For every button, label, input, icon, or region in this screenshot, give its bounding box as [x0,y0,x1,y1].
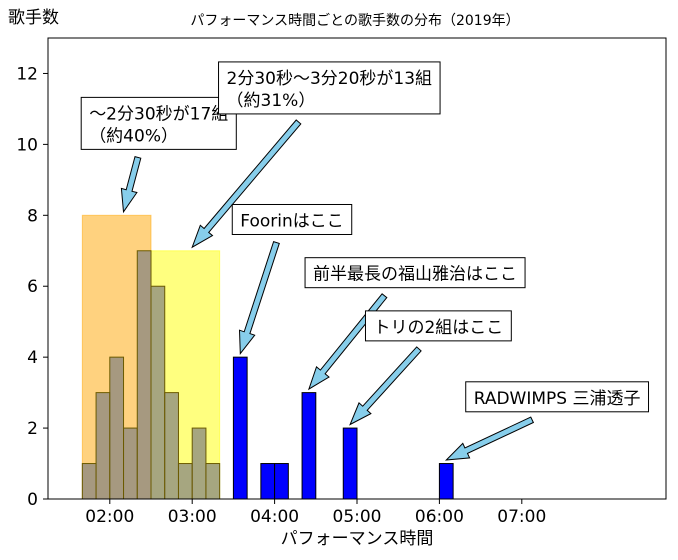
histogram-bar [123,427,138,500]
x-tick-label: 06:00 [415,507,464,527]
x-tick-label: 04:00 [250,507,299,527]
y-tick-label: 2 [27,419,38,439]
histogram-bar [191,427,207,500]
annotation-box [364,310,512,342]
histogram-bar [95,392,111,500]
annotation-text: 前半最長の福山雅治はここ [313,265,517,285]
histogram-bar [81,463,97,500]
x-tick-label: 02:00 [85,507,134,527]
annotation-arrow [444,416,535,461]
histogram-bar [260,463,276,500]
y-tick-label: 12 [16,64,38,84]
annotation-text: （約40%） [89,126,178,146]
x-axis-label: パフォーマンス時間 [281,529,434,549]
y-axis-ticks: 0 2 4 6 8 10 12 [16,64,48,510]
y-axis-label: 歌手数 [8,8,59,28]
histogram-bar [150,285,166,500]
annotation-text: 2分30秒〜3分20秒が13組 [227,69,433,89]
y-tick-label: 0 [27,490,38,510]
histogram-bar [342,427,358,500]
histogram-bar [274,463,289,500]
x-tick-label: 05:00 [333,507,382,527]
y-tick-label: 6 [27,277,38,297]
x-axis-ticks: 02:00 03:00 04:00 05:00 06:00 07:00 [85,499,546,527]
annotation-arrow [238,240,280,355]
x-tick-label: 03:00 [168,507,217,527]
histogram-bar [136,250,152,500]
annotation-arrow [120,155,142,214]
y-tick-label: 8 [27,206,38,226]
histogram-bar [205,463,221,500]
histogram-bar [438,463,454,500]
annotation-arrow [191,119,302,249]
annotations: 〜2分30秒が17組（約40%） 2分30秒〜3分20秒が13組（約31%） Foo… [80,61,650,413]
y-tick-label: 10 [16,135,38,155]
histogram-bars [81,250,454,500]
x-tick-label: 07:00 [497,507,546,527]
annotation-box [80,96,237,150]
annotation-text: 〜2分30秒が17組 [89,104,228,124]
histogram-bar [301,392,317,500]
chart-title: パフォーマンス時間ごとの歌手数の分布（2019年） [190,13,519,29]
annotation-box [218,61,441,115]
annotation-text: Foorinはここ [240,211,343,231]
histogram-bar [164,392,179,500]
annotation-text: RADWIMPS 三浦透子 [474,389,641,409]
annotation-box [304,257,526,289]
y-tick-label: 4 [27,348,38,368]
annotation-arrow [307,293,388,391]
annotation-box [465,381,650,413]
histogram-bar [109,356,125,500]
annotation-arrow [349,346,422,426]
histogram-bar [177,463,193,500]
annotation-text: トリの2組はここ [373,318,503,338]
annotation-box [231,203,353,235]
annotation-text: （約31%） [227,91,316,111]
histogram-bar [232,356,248,500]
